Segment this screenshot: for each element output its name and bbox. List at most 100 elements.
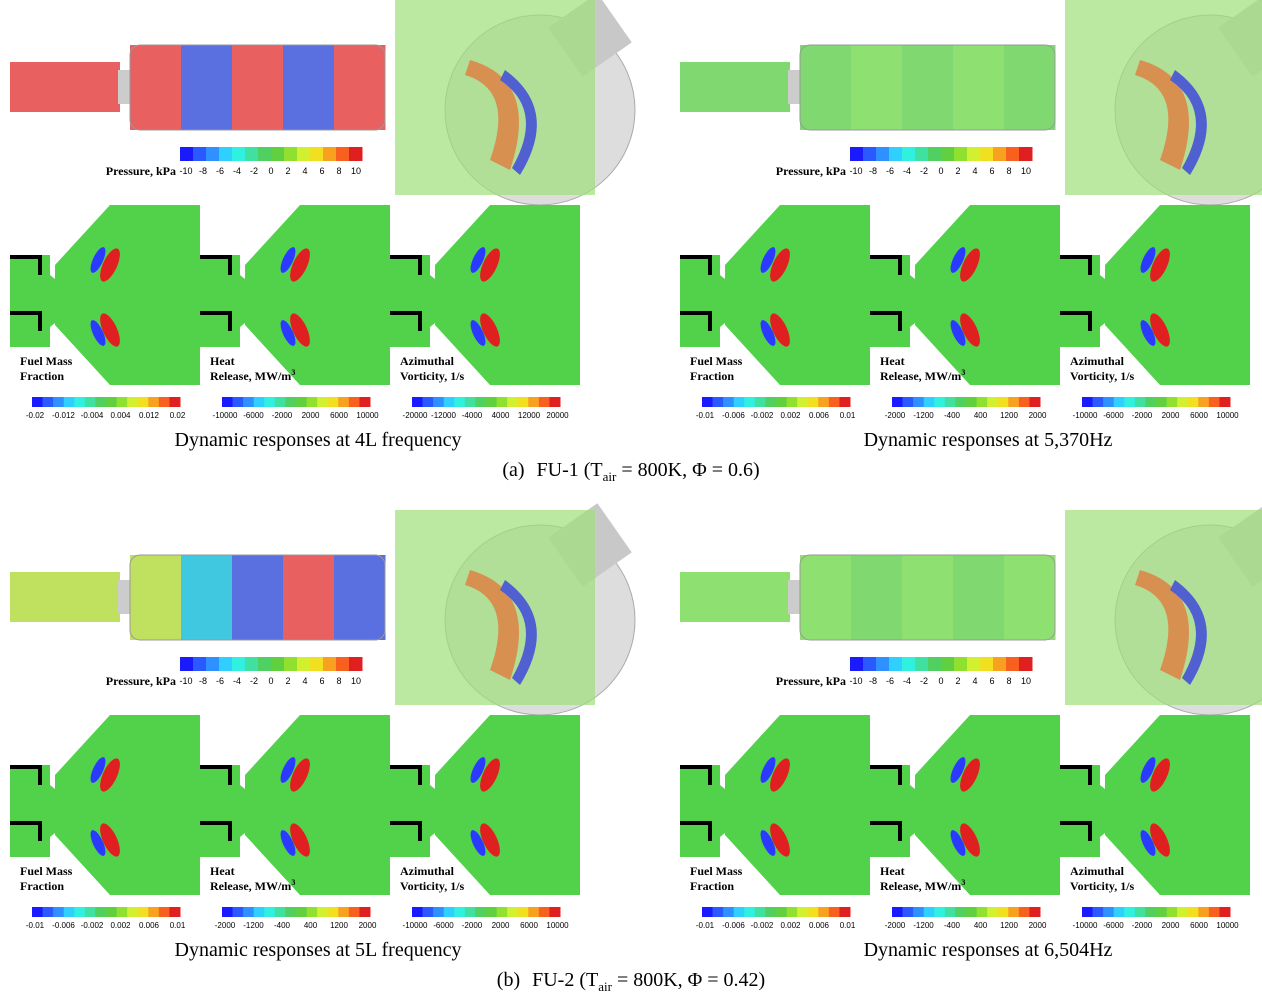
colorbar-segment	[1082, 397, 1093, 407]
pressure-tick: 8	[336, 676, 341, 686]
combustor-band	[130, 555, 182, 640]
caption-text: FU-2 (T	[532, 969, 598, 991]
colorbar-segment	[53, 907, 64, 917]
colorbar-segment	[1019, 657, 1033, 671]
colorbar-segment	[1156, 907, 1167, 917]
colorbar-segment	[454, 397, 465, 407]
colorbar-tick: -4000	[462, 411, 483, 420]
colorbar-tick: 6000	[330, 411, 348, 420]
transparent-plane	[1065, 510, 1262, 705]
part-caption: (b)FU-2 (Tair = 800K, Φ = 0.42)	[497, 969, 765, 994]
colorbar-segment	[454, 907, 465, 917]
colorbar-segment	[892, 397, 903, 407]
colorbar-tick: -400	[274, 921, 291, 930]
colorbar-segment	[934, 397, 945, 407]
colorbar-segment	[307, 907, 318, 917]
colorbar-tick: -0.002	[751, 921, 774, 930]
colorbar-tick: -2000	[272, 411, 293, 420]
colorbar-segment	[1145, 397, 1156, 407]
colorbar-segment	[1103, 907, 1114, 917]
colorbar-tick: -1200	[913, 411, 934, 420]
colorbar-tick: 0.01	[840, 411, 856, 420]
colorbar-segment	[336, 657, 350, 671]
slice-label: Vorticity, 1/s	[400, 369, 465, 383]
colorbar-segment	[323, 657, 337, 671]
colorbar-segment	[271, 657, 285, 671]
slice-label: Heat	[880, 864, 905, 878]
inlet-pipe	[680, 62, 790, 112]
colorbar-segment	[159, 397, 170, 407]
pressure-tick: -2	[920, 166, 928, 176]
colorbar-tick: 400	[304, 921, 318, 930]
colorbar-segment	[1019, 147, 1033, 161]
combustor-band	[283, 555, 335, 640]
colorbar-tick: 10000	[1216, 411, 1239, 420]
colorbar-segment	[138, 907, 149, 917]
pressure-tick: 6	[319, 166, 324, 176]
colorbar-segment	[966, 907, 977, 917]
colorbar-segment	[465, 907, 476, 917]
colorbar-segment	[169, 907, 180, 917]
colorbar-tick: 0.002	[110, 921, 131, 930]
colorbar-tick: -0.006	[52, 921, 75, 930]
combustor-band	[1004, 555, 1056, 640]
colorbar-segment	[106, 907, 117, 917]
colorbar-segment	[180, 147, 194, 161]
colorbar-tick: 6000	[1190, 411, 1208, 420]
colorbar-segment	[839, 397, 850, 407]
colorbar-tick: 0.01	[170, 921, 186, 930]
colorbar-segment	[924, 397, 935, 407]
colorbar-segment	[85, 907, 96, 917]
slice-label: Fraction	[690, 369, 734, 383]
colorbar-segment	[284, 147, 298, 161]
colorbar-tick: 12000	[518, 411, 541, 420]
colorbar-segment	[32, 397, 43, 407]
combustor-band	[232, 555, 284, 640]
colorbar-tick: -2000	[462, 921, 483, 930]
colorbar-segment	[222, 907, 233, 917]
colorbar-segment	[497, 907, 508, 917]
transparent-plane	[1065, 0, 1262, 195]
combustor-band	[902, 45, 954, 130]
colorbar-segment	[349, 397, 360, 407]
pressure-tick: -10	[849, 676, 862, 686]
colorbar-segment	[206, 147, 220, 161]
pressure-tick: -2	[250, 166, 258, 176]
colorbar-segment	[818, 907, 829, 917]
colorbar-segment	[1019, 397, 1030, 407]
pressure-tick: 8	[1006, 166, 1011, 176]
colorbar-segment	[317, 397, 328, 407]
colorbar-segment	[850, 147, 864, 161]
colorbar-segment	[317, 907, 328, 917]
colorbar-segment	[734, 907, 745, 917]
colorbar-segment	[1135, 907, 1146, 917]
colorbar-segment	[889, 147, 903, 161]
colorbar-segment	[1008, 397, 1019, 407]
colorbar-segment	[1177, 907, 1188, 917]
colorbar-segment	[338, 397, 349, 407]
colorbar-segment	[876, 657, 890, 671]
colorbar-tick: -2000	[1132, 411, 1153, 420]
pressure-tick: -4	[903, 166, 911, 176]
slice-label: Azimuthal	[400, 354, 455, 368]
colorbar-segment	[1082, 907, 1093, 917]
caption-sub: air	[603, 469, 617, 484]
pressure-label: Pressure, kPa	[106, 164, 176, 178]
colorbar-segment	[993, 147, 1007, 161]
slice-label-sup: 3	[291, 368, 295, 377]
colorbar-segment	[1093, 397, 1104, 407]
colorbar-segment	[95, 907, 106, 917]
colorbar-tick: 2000	[1162, 411, 1180, 420]
colorbar-segment	[258, 657, 272, 671]
colorbar-segment	[117, 397, 128, 407]
colorbar-tick: -0.012	[52, 411, 75, 420]
colorbar-segment	[903, 907, 914, 917]
colorbar-segment	[297, 147, 311, 161]
colorbar-tick: 20000	[546, 411, 569, 420]
combustor-band	[334, 45, 386, 130]
colorbar-segment	[243, 397, 254, 407]
colorbar-segment	[913, 397, 924, 407]
colorbar-segment	[713, 907, 724, 917]
colorbar-segment	[64, 907, 75, 917]
colorbar-segment	[232, 657, 246, 671]
